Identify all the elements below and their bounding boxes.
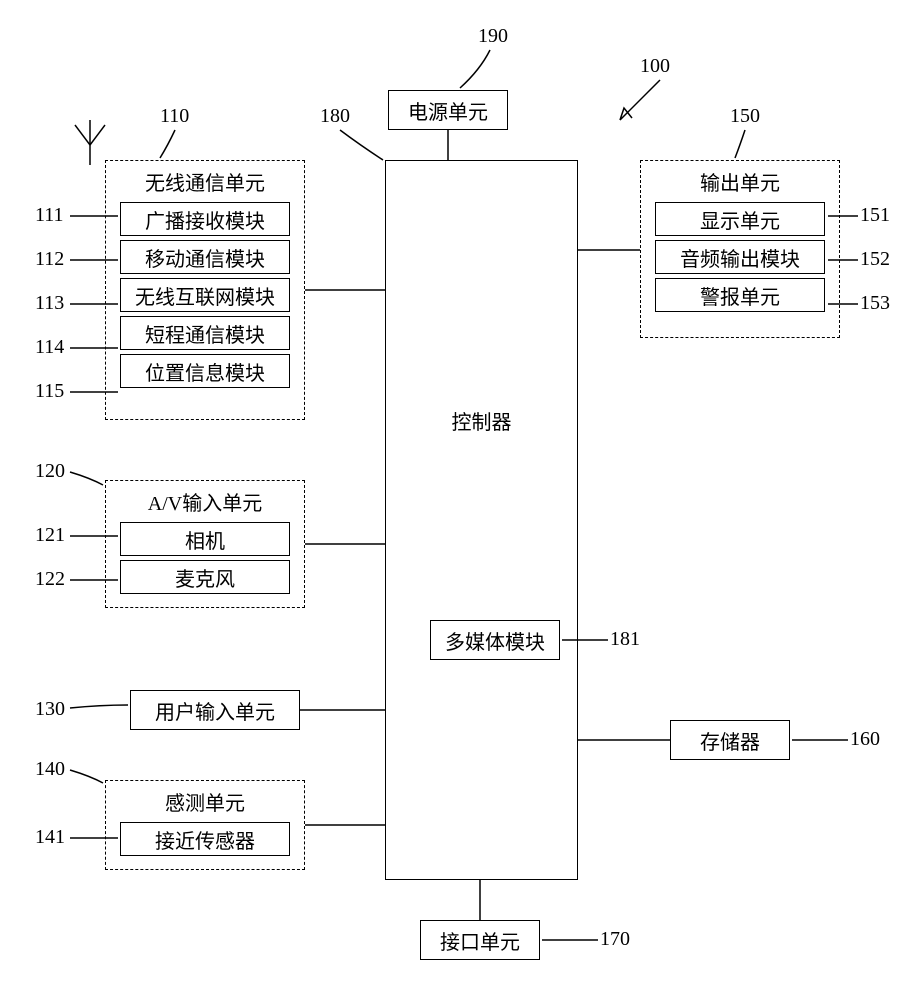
output-group: 输出单元 显示单元 音频输出模块 警报单元 (640, 160, 840, 338)
memory-label: 存储器 (700, 726, 760, 755)
ref-120: 120 (35, 460, 65, 483)
alarm-label: 警报单元 (700, 281, 780, 310)
output-title: 输出单元 (641, 167, 839, 196)
broadcast-rx-box: 广播接收模块 (120, 202, 290, 236)
short-range-label: 短程通信模块 (145, 319, 265, 348)
wireless-group: 无线通信单元 广播接收模块 移动通信模块 无线互联网模块 短程通信模块 位置信息… (105, 160, 305, 420)
ref-121: 121 (35, 524, 65, 547)
ref-151: 151 (860, 204, 890, 227)
multimedia-label: 多媒体模块 (445, 626, 545, 655)
mobile-comm-label: 移动通信模块 (145, 243, 265, 272)
ref-110: 110 (160, 105, 189, 128)
location-box: 位置信息模块 (120, 354, 290, 388)
audio-out-box: 音频输出模块 (655, 240, 825, 274)
proximity-box: 接近传感器 (120, 822, 290, 856)
alarm-box: 警报单元 (655, 278, 825, 312)
ref-100: 100 (640, 55, 670, 78)
sensing-title: 感测单元 (106, 787, 304, 816)
ref-112: 112 (35, 248, 64, 271)
ref-152: 152 (860, 248, 890, 271)
ref-160: 160 (850, 728, 880, 751)
user-input-box: 用户输入单元 (130, 690, 300, 730)
camera-box: 相机 (120, 522, 290, 556)
ref-141: 141 (35, 826, 65, 849)
controller-box: 控制器 (385, 160, 578, 880)
interface-box: 接口单元 (420, 920, 540, 960)
wireless-title: 无线通信单元 (106, 167, 304, 196)
short-range-box: 短程通信模块 (120, 316, 290, 350)
ref-181: 181 (610, 628, 640, 651)
power-unit-box: 电源单元 (388, 90, 508, 130)
ref-153: 153 (860, 292, 890, 315)
power-unit-label: 电源单元 (408, 96, 488, 125)
ref-140: 140 (35, 758, 65, 781)
location-label: 位置信息模块 (145, 357, 265, 386)
ref-180: 180 (320, 105, 350, 128)
proximity-label: 接近传感器 (155, 825, 255, 854)
mic-box: 麦克风 (120, 560, 290, 594)
user-input-label: 用户输入单元 (155, 696, 275, 725)
mobile-comm-box: 移动通信模块 (120, 240, 290, 274)
ref-111: 111 (35, 204, 64, 227)
ref-115: 115 (35, 380, 64, 403)
display-label: 显示单元 (700, 205, 780, 234)
ref-122: 122 (35, 568, 65, 591)
ref-170: 170 (600, 928, 630, 951)
wlan-box: 无线互联网模块 (120, 278, 290, 312)
ref-190: 190 (478, 25, 508, 48)
memory-box: 存储器 (670, 720, 790, 760)
interface-label: 接口单元 (440, 926, 520, 955)
wlan-label: 无线互联网模块 (135, 281, 275, 310)
ref-150: 150 (730, 105, 760, 128)
audio-out-label: 音频输出模块 (680, 243, 800, 272)
sensing-group: 感测单元 接近传感器 (105, 780, 305, 870)
ref-130: 130 (35, 698, 65, 721)
controller-label: 控制器 (452, 406, 512, 435)
broadcast-rx-label: 广播接收模块 (145, 205, 265, 234)
display-box: 显示单元 (655, 202, 825, 236)
mic-label: 麦克风 (175, 563, 235, 592)
ref-113: 113 (35, 292, 64, 315)
ref-114: 114 (35, 336, 64, 359)
multimedia-box: 多媒体模块 (430, 620, 560, 660)
camera-label: 相机 (185, 525, 225, 554)
av-group: A/V输入单元 相机 麦克风 (105, 480, 305, 608)
av-title: A/V输入单元 (106, 487, 304, 516)
